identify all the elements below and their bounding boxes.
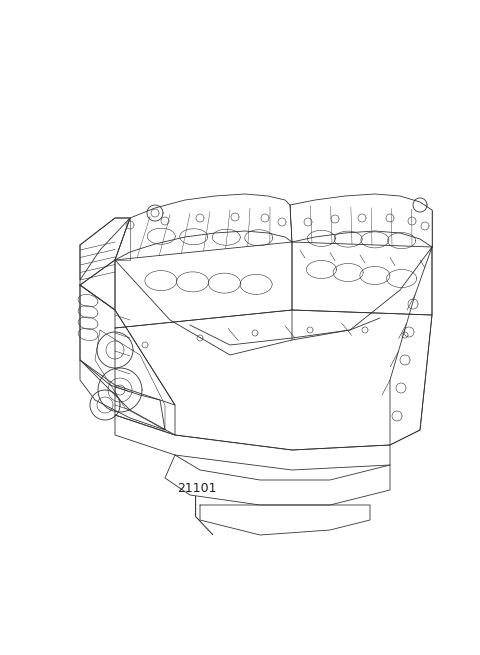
Text: 21101: 21101 — [178, 481, 217, 495]
